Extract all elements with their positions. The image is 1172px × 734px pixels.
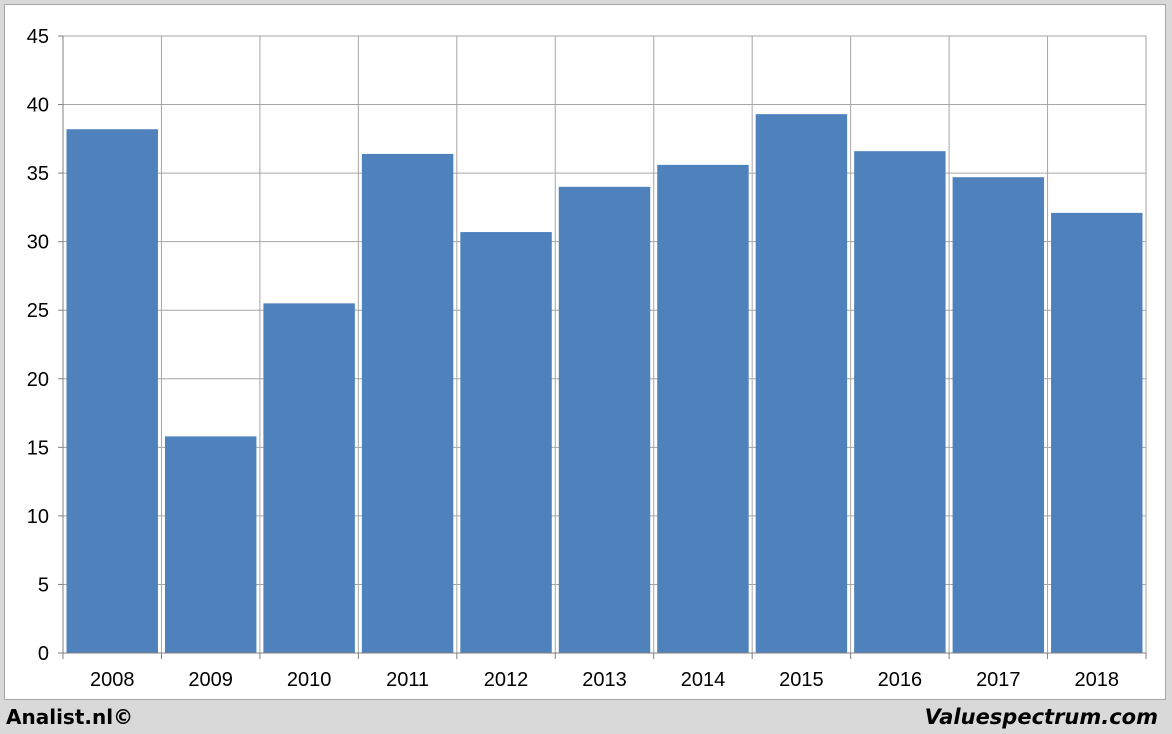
y-tick-label: 45 (27, 26, 49, 48)
x-tick-label: 2016 (878, 669, 923, 691)
bar-2009 (164, 436, 257, 653)
x-tick-label: 2011 (386, 669, 429, 691)
y-tick-label: 20 (27, 369, 49, 391)
y-tick-labels: 0 5 10 15 20 25 30 35 40 45 (27, 26, 49, 665)
bar-2018 (1051, 212, 1143, 653)
bar-2014 (657, 164, 749, 653)
x-tick-label: 2012 (484, 669, 529, 691)
bar-2016 (854, 151, 946, 653)
y-tick-label: 0 (38, 643, 49, 665)
y-tick-label: 35 (27, 163, 49, 185)
bar-2017 (952, 177, 1045, 654)
bar-2011 (361, 153, 454, 653)
x-tick-label: 2017 (976, 669, 1021, 691)
x-tick-label: 2013 (582, 669, 627, 691)
x-tick-label: 2009 (188, 669, 233, 691)
x-tick-label: 2008 (90, 669, 135, 691)
x-tick-labels: 2008 2009 2010 2011 2012 2013 2014 2015 2016 2017… (90, 669, 1119, 691)
bar-2015 (755, 114, 848, 654)
y-tick-label: 10 (27, 506, 49, 528)
x-tick-label: 2010 (287, 669, 332, 691)
bar-2013 (558, 186, 651, 654)
bars (66, 114, 1143, 654)
bar-2010 (263, 303, 355, 653)
x-tick-label: 2018 (1075, 669, 1120, 691)
bar-2012 (460, 232, 552, 653)
y-tick-label: 25 (27, 300, 49, 322)
axes (58, 35, 1147, 659)
footer-source-left: Analist.nl© (6, 705, 134, 729)
chart-panel: 0 5 10 15 20 25 30 35 40 45 2008 2009 2010 2011 2012 2… (4, 4, 1166, 700)
footer-source-right: Valuespectrum.com (924, 705, 1158, 729)
x-tick-label: 2015 (779, 669, 824, 691)
x-tick-label: 2014 (681, 669, 726, 691)
y-tick-label: 5 (38, 574, 49, 596)
bar-2008 (66, 129, 158, 653)
y-tick-label: 30 (27, 232, 49, 254)
y-tick-label: 40 (27, 95, 49, 117)
y-tick-label: 15 (27, 437, 49, 459)
